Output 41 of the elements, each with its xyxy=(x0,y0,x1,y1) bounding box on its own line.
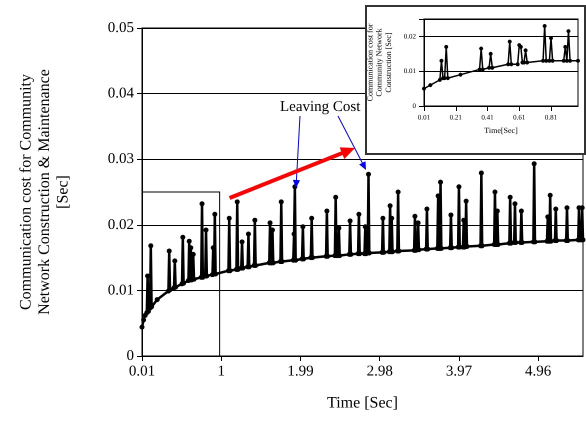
point xyxy=(422,86,426,91)
point xyxy=(508,40,512,44)
point xyxy=(479,46,484,51)
point xyxy=(563,44,568,49)
point xyxy=(487,66,492,70)
point xyxy=(525,60,530,64)
point xyxy=(444,44,448,49)
point xyxy=(576,58,580,63)
x-tick-label: 0.01 xyxy=(128,364,156,380)
point xyxy=(524,48,528,52)
y-tick-label: 0.03 xyxy=(108,151,134,168)
x-axis-title: Time [Sec] xyxy=(327,394,398,412)
point xyxy=(438,78,442,82)
x-tick-label: 3.97 xyxy=(446,364,473,380)
point xyxy=(550,58,555,63)
x-tick-label: 1.99 xyxy=(287,364,314,380)
point xyxy=(490,66,494,70)
point xyxy=(478,67,482,72)
point xyxy=(516,62,520,66)
x-tick-label: 1 xyxy=(217,364,225,380)
point xyxy=(458,72,463,77)
annotation: Leaving Cost xyxy=(280,99,362,115)
x-tick-label: 4.96 xyxy=(525,364,552,380)
y-tick-label: 0.02 xyxy=(108,216,134,233)
point xyxy=(439,58,444,63)
point xyxy=(542,24,547,28)
y-tick-label: 0.01 xyxy=(108,282,134,298)
point xyxy=(566,29,570,34)
x-tick-label: 2.98 xyxy=(366,364,393,380)
y-tick-label: 0.04 xyxy=(108,86,134,102)
y-tick-label: 0 xyxy=(126,348,134,364)
point xyxy=(480,67,485,72)
point xyxy=(428,83,432,88)
point xyxy=(488,52,493,56)
x-axis-title: Time[Sec] xyxy=(484,126,518,136)
point xyxy=(509,62,514,66)
y-axis-title: Communication cost for Community Network Construction [Sec] xyxy=(365,23,393,102)
point xyxy=(568,58,572,63)
y-tick-label: 0.05 xyxy=(108,20,134,36)
point xyxy=(446,76,450,80)
y-axis-title: Communication cost for Community Network Construction & Maintenance [Sec] xyxy=(18,69,72,315)
